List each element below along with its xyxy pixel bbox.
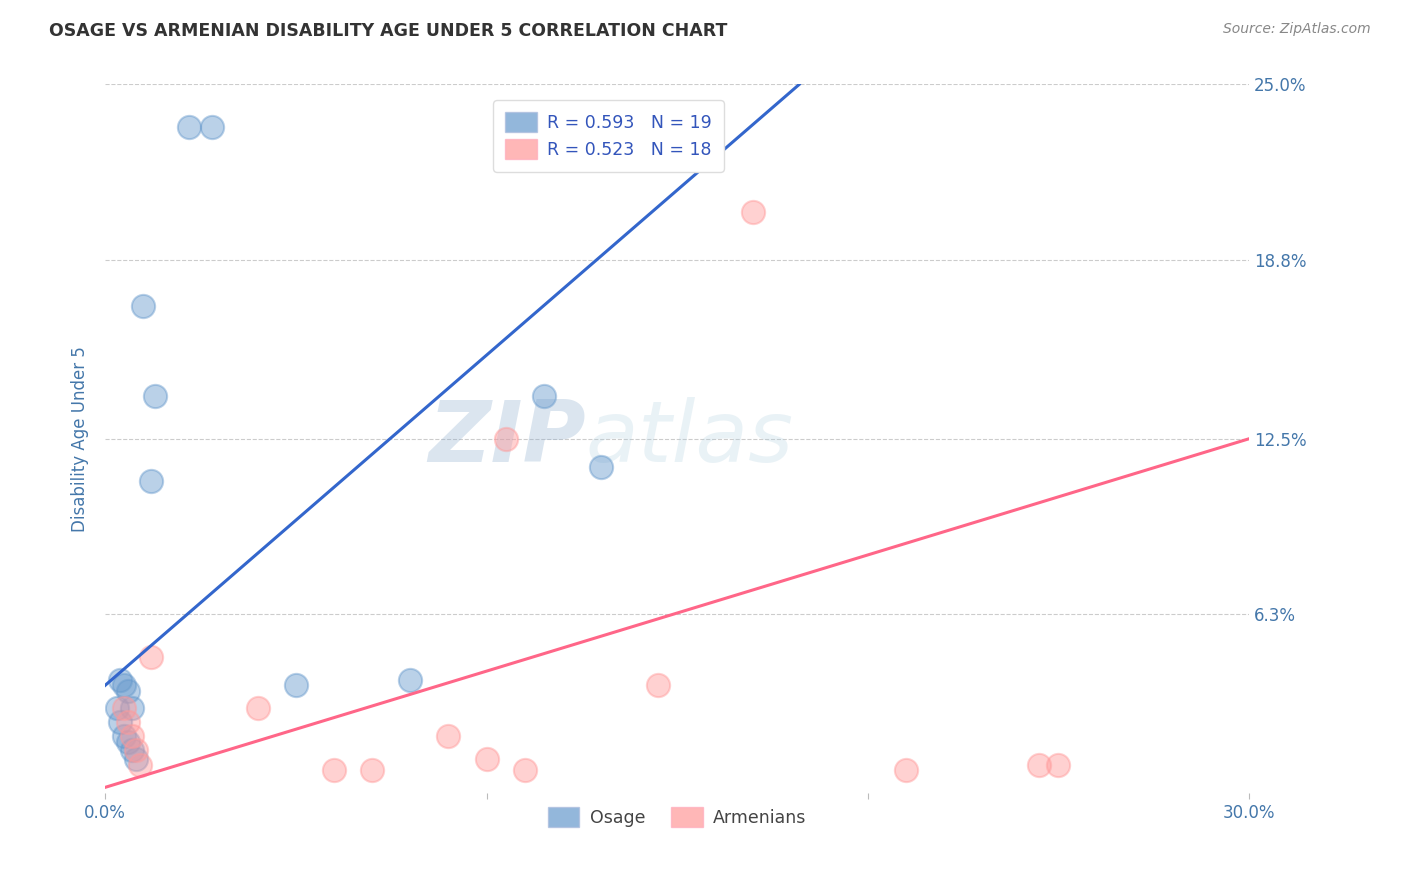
Text: ZIP: ZIP bbox=[427, 397, 586, 480]
Point bbox=[742, 205, 765, 219]
Text: Source: ZipAtlas.com: Source: ZipAtlas.com bbox=[1223, 22, 1371, 37]
Point bbox=[112, 678, 135, 692]
Point bbox=[143, 389, 166, 403]
Point bbox=[894, 764, 917, 778]
Point bbox=[139, 649, 162, 664]
Text: OSAGE VS ARMENIAN DISABILITY AGE UNDER 5 CORRELATION CHART: OSAGE VS ARMENIAN DISABILITY AGE UNDER 5… bbox=[49, 22, 727, 40]
Point bbox=[647, 678, 669, 692]
Point bbox=[125, 752, 148, 766]
Point bbox=[361, 764, 384, 778]
Point bbox=[1028, 757, 1050, 772]
Text: atlas: atlas bbox=[586, 397, 793, 480]
Point bbox=[437, 729, 460, 743]
Point bbox=[110, 673, 132, 687]
Point bbox=[589, 460, 612, 475]
Point bbox=[121, 743, 143, 757]
Point bbox=[201, 120, 224, 134]
Point bbox=[110, 715, 132, 730]
Point bbox=[399, 673, 422, 687]
Point bbox=[117, 735, 139, 749]
Point bbox=[495, 432, 517, 446]
Point bbox=[117, 684, 139, 698]
Point bbox=[112, 729, 135, 743]
Y-axis label: Disability Age Under 5: Disability Age Under 5 bbox=[72, 346, 89, 532]
Point bbox=[132, 299, 155, 313]
Point bbox=[125, 743, 148, 757]
Point bbox=[139, 475, 162, 489]
Legend: Osage, Armenians: Osage, Armenians bbox=[541, 800, 813, 834]
Point bbox=[112, 701, 135, 715]
Point bbox=[513, 764, 536, 778]
Point bbox=[177, 120, 200, 134]
Point bbox=[128, 757, 150, 772]
Point bbox=[246, 701, 269, 715]
Point bbox=[121, 729, 143, 743]
Point bbox=[1047, 757, 1070, 772]
Point bbox=[105, 701, 128, 715]
Point bbox=[475, 752, 498, 766]
Point bbox=[117, 715, 139, 730]
Point bbox=[323, 764, 346, 778]
Point bbox=[284, 678, 307, 692]
Point bbox=[533, 389, 555, 403]
Point bbox=[121, 701, 143, 715]
